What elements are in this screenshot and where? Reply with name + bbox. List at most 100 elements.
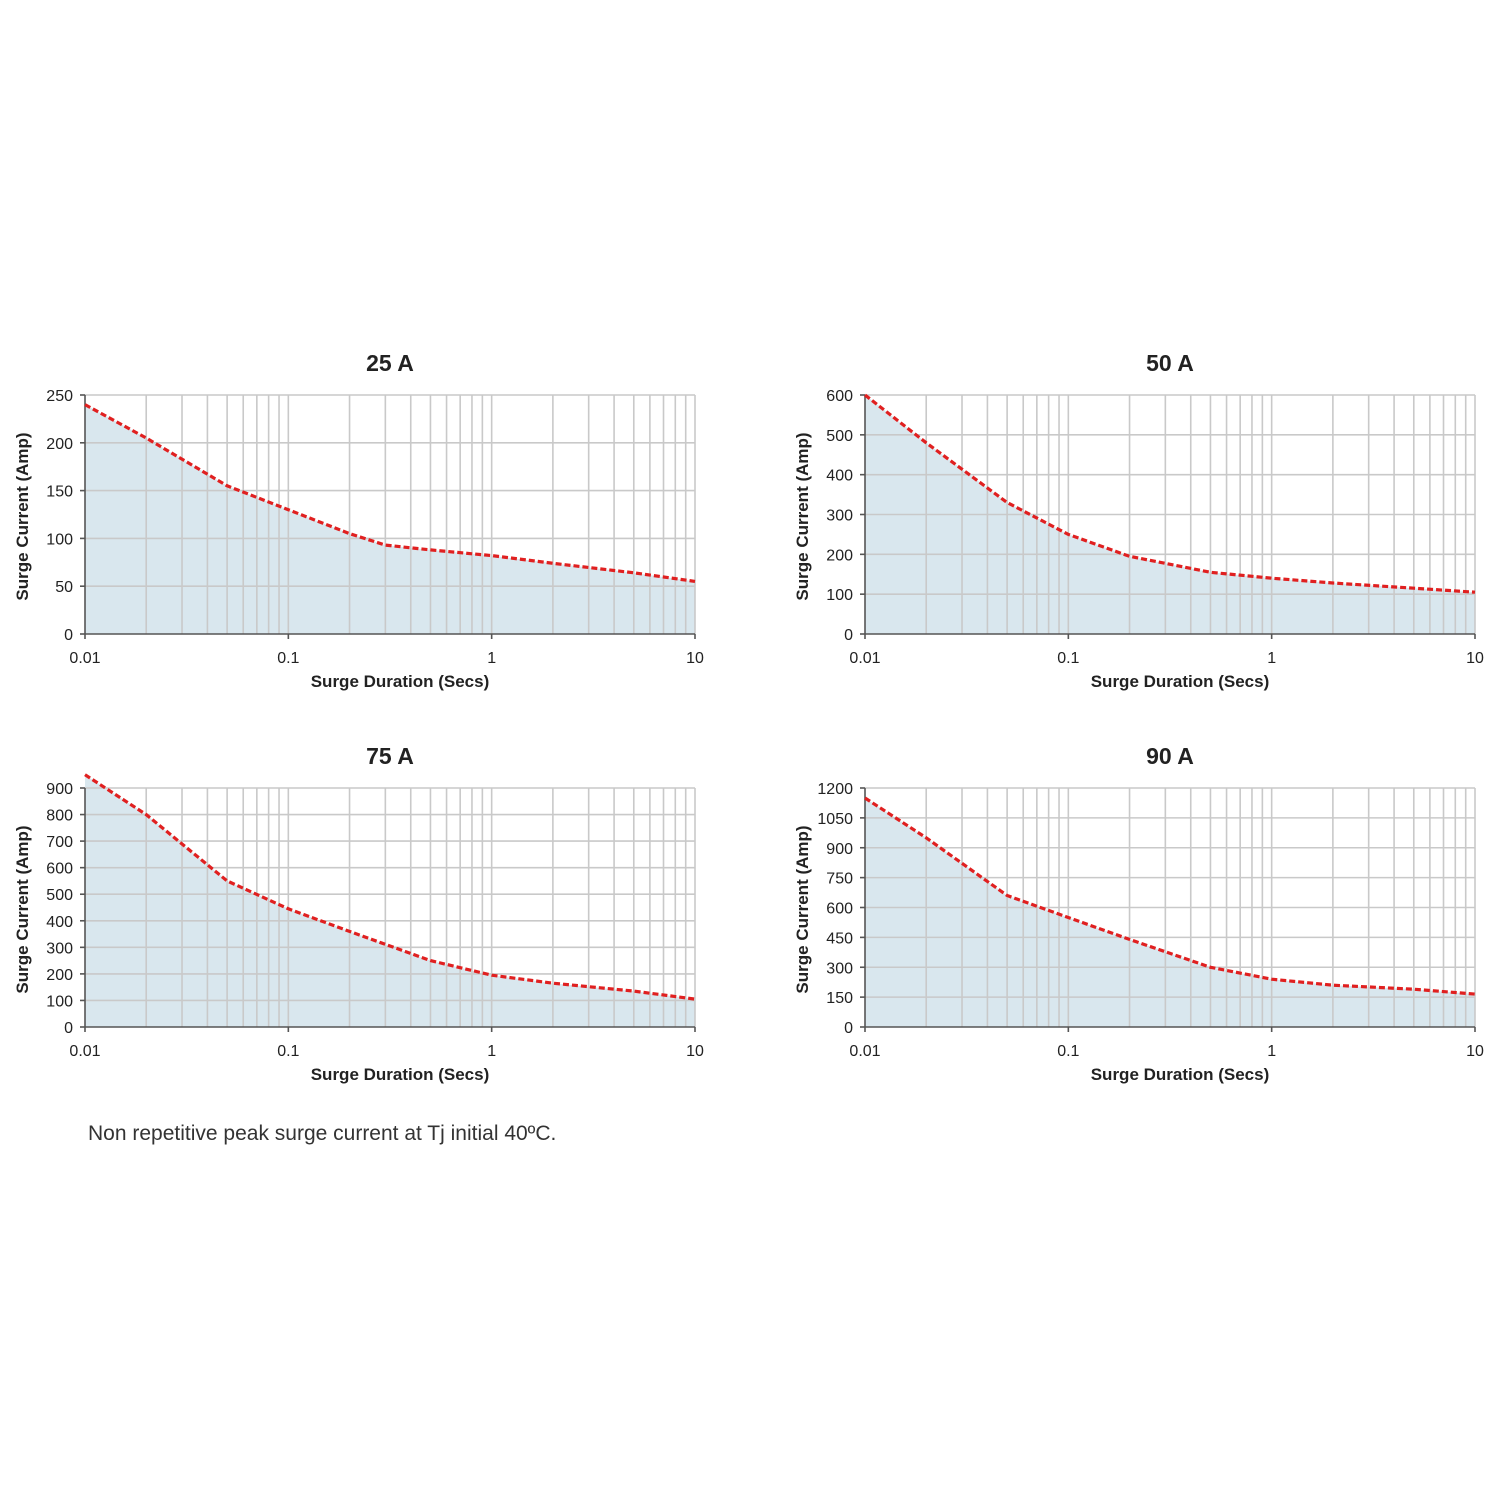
data-point [632,990,635,993]
chart-2: 0 100 200 300 400 500 600 0.01 0.1 1 10 50 A Surge D… [793,350,1484,691]
chart-title: 75 A [366,743,414,769]
y-tick-label: 250 [46,388,73,405]
x-tick-label: 0.1 [277,650,299,667]
x-tick-label: 0.01 [849,650,880,667]
y-axis-label: Surge Current (Amp) [793,432,812,600]
x-tick-label: 0.1 [1057,650,1079,667]
y-tick-label: 150 [826,990,853,1007]
y-tick-label: 700 [46,834,73,851]
data-point [1006,894,1009,897]
data-point [287,508,290,511]
chart-title: 50 A [1146,350,1194,376]
data-point [145,813,148,816]
x-axis-label: Surge Duration (Secs) [1091,1065,1270,1084]
y-tick-label: 400 [826,468,853,485]
data-point [1209,571,1212,574]
data-point [864,394,867,397]
data-point [348,930,351,933]
area-fill [85,774,695,1027]
data-point [1006,501,1009,504]
y-tick-label: 500 [826,428,853,445]
y-tick-label: 500 [46,887,73,904]
x-tick-label: 0.01 [849,1043,880,1060]
area-fill [85,404,695,634]
data-point [1270,577,1273,580]
data-point [1067,533,1070,536]
y-tick-label: 0 [64,627,73,644]
y-axis-label: Surge Current (Amp) [13,825,32,993]
y-tick-label: 200 [46,967,73,984]
series-line [864,393,1476,594]
y-tick-label: 150 [46,484,73,501]
data-point [1331,984,1334,987]
y-tick-label: 600 [46,861,73,878]
x-tick-label: 1 [487,1043,496,1060]
area-fill [865,798,1475,1027]
data-point [1128,938,1131,941]
y-tick-label: 400 [46,914,73,931]
data-point [84,403,87,406]
data-point [145,437,148,440]
chart-4: 0 150 300 450 600 750 900 1050 1200 0.01 0.1 1 10 90 … [793,743,1484,1084]
y-tick-label: 450 [826,930,853,947]
x-axis-label: Surge Duration (Secs) [311,672,490,691]
x-tick-label: 10 [1466,1043,1484,1060]
y-tick-label: 900 [46,781,73,798]
data-point [925,836,928,839]
x-tick-label: 1 [487,650,496,667]
y-tick-label: 200 [826,547,853,564]
data-point [551,562,554,565]
chart-1: 0 50 100 150 200 250 0.01 0.1 1 10 25 A Surge Durat… [13,350,704,691]
x-tick-label: 0.01 [69,650,100,667]
x-axis-label: Surge Duration (Secs) [1091,672,1270,691]
y-tick-label: 1050 [817,811,853,828]
x-tick-label: 10 [686,1043,704,1060]
y-tick-label: 100 [46,531,73,548]
chart-title: 25 A [366,350,414,376]
area-fill [865,395,1475,634]
y-tick-label: 600 [826,388,853,405]
chart-3: 0 100 200 300 400 500 600 700 800 900 0.01 0.1 1 10 75… [13,743,704,1084]
y-tick-label: 0 [844,1020,853,1037]
data-point [1331,582,1334,585]
y-tick-label: 0 [844,627,853,644]
data-point [1474,993,1477,996]
series-line [864,796,1476,996]
data-point [287,907,290,910]
data-point [694,998,697,1001]
y-tick-label: 0 [64,1020,73,1037]
data-point [1474,591,1477,594]
y-axis-label: Surge Current (Amp) [793,825,812,993]
data-point [1412,988,1415,991]
y-tick-label: 900 [826,841,853,858]
x-tick-label: 0.01 [69,1043,100,1060]
data-point [429,959,432,962]
y-tick-label: 300 [826,508,853,525]
y-tick-label: 100 [826,587,853,604]
data-point [1412,587,1415,590]
data-point [632,571,635,574]
series-line [84,773,696,1001]
y-tick-label: 800 [46,808,73,825]
data-point [490,554,493,557]
chart-title: 90 A [1146,743,1194,769]
x-tick-label: 1 [1267,1043,1276,1060]
x-tick-label: 0.1 [1057,1043,1079,1060]
x-tick-label: 10 [1466,650,1484,667]
y-tick-label: 100 [46,993,73,1010]
data-point [84,773,87,776]
x-tick-label: 10 [686,650,704,667]
data-point [694,580,697,583]
x-tick-label: 1 [1267,650,1276,667]
data-point [348,532,351,535]
data-point [1209,966,1212,969]
x-tick-label: 0.1 [277,1043,299,1060]
y-tick-label: 750 [826,871,853,888]
y-tick-label: 600 [826,901,853,918]
data-point [1067,916,1070,919]
data-point [226,484,229,487]
y-axis-label: Surge Current (Amp) [13,432,32,600]
data-point [551,982,554,985]
figure-caption: Non repetitive peak surge current at Tj … [88,1122,557,1145]
